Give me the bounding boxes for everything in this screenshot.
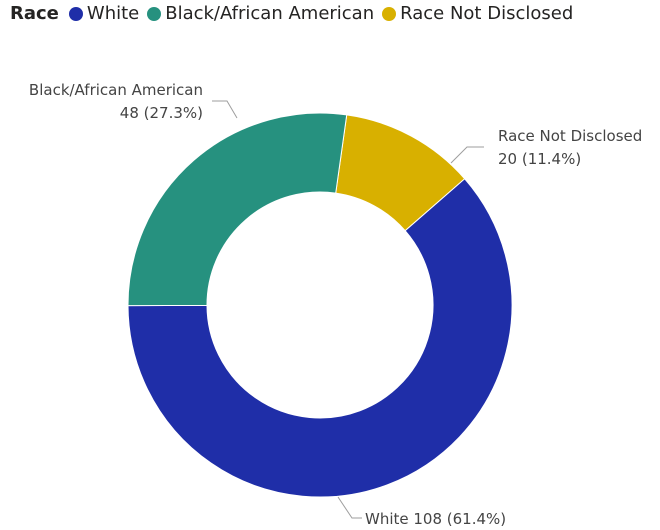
legend-item-white[interactable]: White xyxy=(68,3,140,24)
legend-marker-white xyxy=(68,6,83,21)
data-label-black-african-american-value: 48 (27.3%) xyxy=(120,104,203,122)
chart-legend: Race White Black/African American Race N… xyxy=(10,3,581,24)
leader-line-black-african-american xyxy=(212,100,238,119)
data-label-white: White 108 (61.4%) xyxy=(365,510,506,528)
data-labels: Black/African American 48 (27.3%) Race N… xyxy=(29,81,642,528)
leader-lines xyxy=(212,100,484,519)
leader-line-race-not-disclosed xyxy=(450,146,484,164)
legend-label-race-not-disclosed: Race Not Disclosed xyxy=(400,3,574,24)
slice-white[interactable] xyxy=(127,178,513,498)
legend-marker-race-not-disclosed xyxy=(382,6,397,21)
donut-slices xyxy=(127,112,513,498)
legend-label-black-african-american: Black/African American xyxy=(165,3,375,24)
legend-item-race-not-disclosed[interactable]: Race Not Disclosed xyxy=(382,3,573,24)
leader-line-white xyxy=(337,496,362,519)
legend-title: Race xyxy=(10,3,59,24)
slice-black-african-american[interactable] xyxy=(127,112,348,307)
legend-marker-black-african-american xyxy=(147,6,162,21)
legend-label-white: White xyxy=(86,3,140,24)
data-label-race-not-disclosed-value: 20 (11.4%) xyxy=(498,150,581,168)
data-label-race-not-disclosed-name: Race Not Disclosed xyxy=(498,127,642,145)
data-label-black-african-american-name: Black/African American xyxy=(29,81,203,99)
legend-item-black-african-american[interactable]: Black/African American xyxy=(147,3,374,24)
